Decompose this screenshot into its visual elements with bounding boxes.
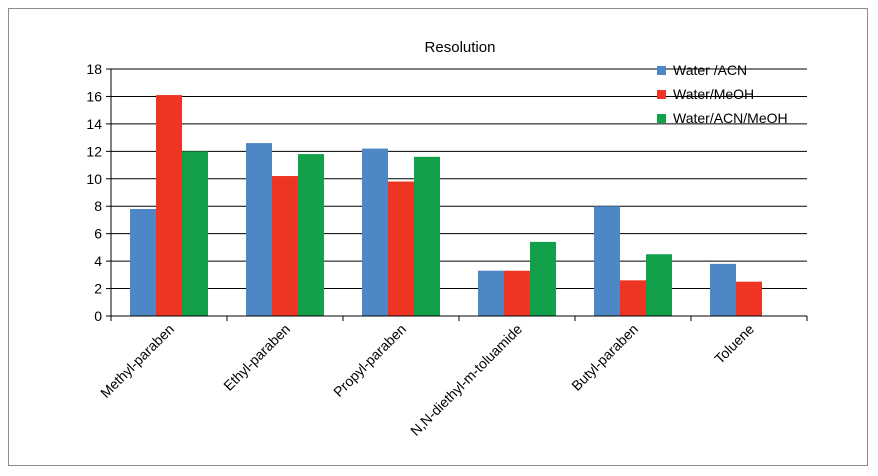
x-tick-label: Ethyl-paraben [220, 321, 293, 394]
axes [110, 69, 807, 317]
bar-water-acn-meoh-0 [182, 151, 208, 316]
x-tick-label: Toluene [711, 321, 757, 367]
bar-chart: Resolution 0 2 4 6 8 10 12 14 16 18 Methyl-parabe… [86, 39, 808, 439]
x-tick-label: Methyl-paraben [97, 321, 177, 401]
legend: Water /ACN Water/MeOH Water/ACN/MeOH [657, 62, 788, 126]
bar-water-acn-0 [130, 208, 156, 316]
x-tick-label: N,N-diethyl-m-toluamide [407, 321, 525, 439]
bar-water-meoh-0 [156, 95, 182, 316]
chart-frame: Resolution 0 2 4 6 8 10 12 14 16 18 Methyl-parabe… [8, 8, 868, 466]
y-tick-labels: 0 2 4 6 8 10 12 14 16 18 [86, 61, 111, 324]
bar-water-acn-2 [362, 148, 388, 316]
chart-title: Resolution [425, 39, 496, 56]
bar-water-acn-meoh-3 [530, 241, 556, 316]
legend-label: Water/MeOH [673, 86, 754, 102]
gridlines [111, 68, 807, 290]
y-tick-label: 10 [86, 171, 102, 187]
bar-water-acn-meoh-1 [298, 154, 324, 316]
bar-water-meoh-4 [620, 280, 646, 316]
y-tick-label: 8 [94, 198, 102, 214]
bar-water-acn-meoh-2 [414, 156, 440, 316]
bar-water-acn-5 [710, 263, 736, 316]
bar-water-acn-4 [594, 206, 620, 316]
legend-swatch [657, 66, 666, 75]
y-tick-label: 16 [86, 88, 102, 104]
y-tick-label: 6 [94, 226, 102, 242]
bar-water-acn-3 [478, 270, 504, 316]
x-tick-labels: Methyl-paraben Ethyl-paraben Propyl-parabe… [97, 316, 808, 439]
bar-water-meoh-5 [736, 281, 762, 316]
legend-swatch [657, 90, 666, 99]
y-tick-label: 4 [94, 253, 102, 269]
bar-water-acn-1 [246, 143, 272, 316]
bars [130, 95, 762, 316]
y-tick-label: 14 [86, 116, 102, 132]
y-tick-label: 18 [86, 61, 102, 77]
x-tick-label: Propyl-paraben [330, 321, 409, 400]
bar-water-acn-meoh-4 [646, 254, 672, 316]
bar-water-meoh-2 [388, 181, 414, 316]
y-tick-label: 12 [86, 143, 102, 159]
y-tick-label: 2 [94, 281, 102, 297]
bar-water-meoh-3 [504, 270, 530, 316]
legend-swatch [657, 114, 666, 123]
y-tick-label: 0 [94, 308, 102, 324]
legend-label: Water /ACN [673, 62, 747, 78]
legend-label: Water/ACN/MeOH [673, 110, 788, 126]
bar-water-meoh-1 [272, 176, 298, 316]
x-tick-label: Butyl-paraben [568, 321, 641, 394]
